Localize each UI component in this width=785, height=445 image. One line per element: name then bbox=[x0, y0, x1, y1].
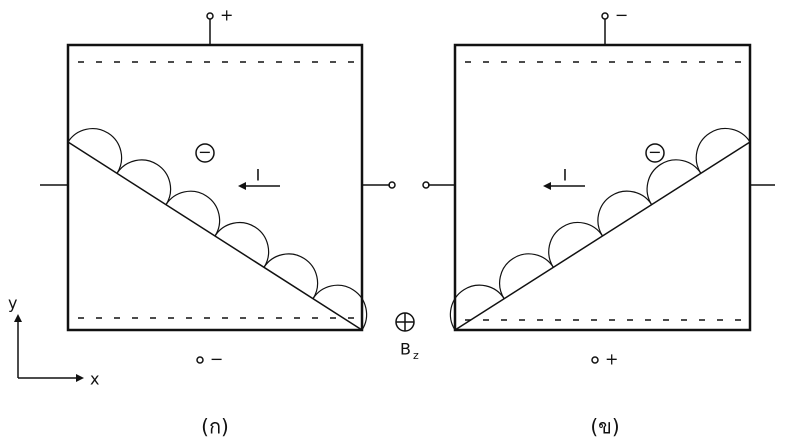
arrow-head bbox=[14, 314, 22, 322]
terminal-label: + bbox=[220, 6, 233, 25]
terminal bbox=[388, 181, 396, 189]
carrier-orbit bbox=[695, 127, 751, 174]
terminal-label: − bbox=[615, 6, 628, 25]
carrier-orbit bbox=[214, 222, 270, 268]
arrow-head bbox=[238, 182, 246, 190]
charge-sign: − bbox=[198, 143, 211, 162]
terminal-label: + bbox=[605, 350, 618, 369]
hall-plate bbox=[453, 43, 752, 332]
carrier-orbit bbox=[597, 190, 653, 237]
charge-circle bbox=[645, 143, 665, 163]
hall-plate bbox=[66, 43, 364, 332]
field-subscript: z bbox=[413, 349, 419, 362]
terminal-label: − bbox=[210, 350, 223, 369]
current-label: I bbox=[256, 166, 261, 185]
carrier-orbit bbox=[165, 190, 221, 237]
carrier-orbit bbox=[646, 159, 702, 205]
current-label: I bbox=[563, 166, 568, 185]
carrier-orbit bbox=[263, 253, 319, 299]
terminal bbox=[422, 181, 430, 189]
carrier-orbit bbox=[312, 284, 368, 331]
arrow-head bbox=[543, 182, 551, 190]
panel-label: (ข) bbox=[590, 415, 619, 439]
x-axis-label: x bbox=[90, 370, 99, 389]
charge-circle bbox=[195, 143, 215, 163]
carrier-orbit bbox=[499, 253, 554, 299]
charge-sign: − bbox=[648, 143, 661, 162]
carrier-orbit bbox=[67, 128, 123, 174]
terminal bbox=[196, 356, 204, 364]
panel-label: (ก) bbox=[201, 415, 229, 439]
terminal bbox=[591, 356, 599, 364]
terminal bbox=[601, 12, 609, 20]
carrier-orbit bbox=[116, 159, 172, 205]
y-axis-label: y bbox=[8, 294, 17, 313]
carrier-orbit bbox=[449, 284, 505, 331]
carrier-orbit bbox=[548, 221, 604, 268]
arrow-head bbox=[76, 374, 84, 382]
terminal bbox=[206, 12, 214, 20]
field-symbol: B bbox=[400, 340, 411, 359]
